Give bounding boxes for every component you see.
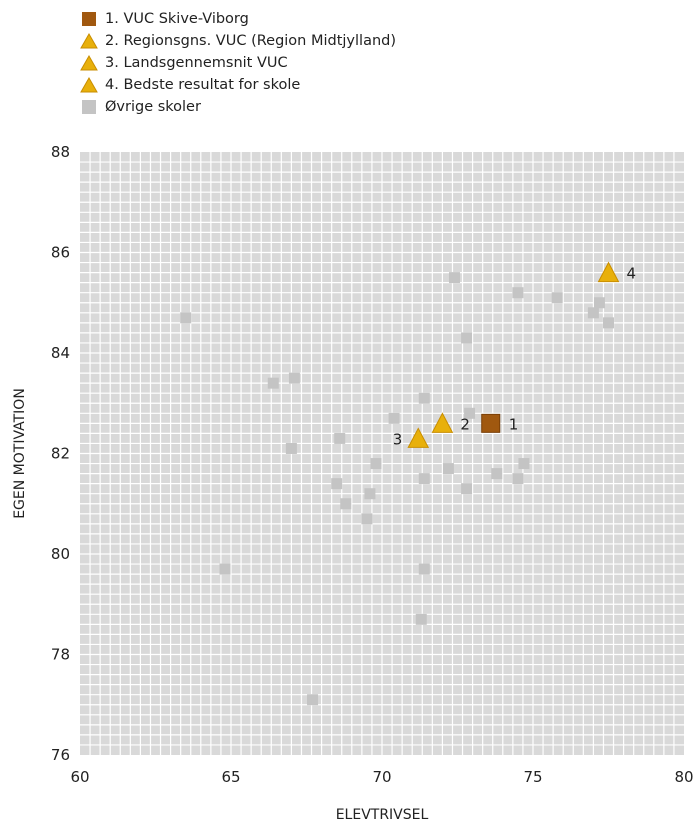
point-other-school	[593, 297, 605, 309]
axis-ticks: 60 65 70 75 80 76 78 80 82 84 86 88	[51, 143, 694, 786]
point-other-school	[288, 372, 300, 384]
legend-item: 2. Regionsgns. VUC (Region Midtjylland)	[80, 30, 396, 52]
x-tick-label: 80	[674, 768, 693, 786]
x-tick-label: 75	[523, 768, 542, 786]
grid	[80, 152, 684, 755]
legend-triangle-icon	[80, 76, 98, 93]
legend-label: 4. Bedste resultat for skole	[105, 77, 301, 93]
point-other-school	[461, 332, 473, 344]
point-triangle-4	[597, 261, 620, 283]
point-vuc-skive-viborg	[481, 413, 501, 433]
point-other-school	[512, 287, 524, 299]
legend-label: 3. Landsgennemsnit VUC	[105, 55, 288, 71]
point-other-school	[219, 563, 231, 575]
point-other-school	[180, 312, 192, 324]
legend-square-icon	[80, 99, 98, 115]
legend-triangle-icon	[80, 54, 98, 71]
legend-square-icon	[80, 11, 98, 27]
y-tick-label: 78	[51, 646, 70, 664]
point-other-school	[491, 468, 503, 480]
point-label-4: 4	[627, 265, 637, 283]
point-other-school	[331, 478, 343, 490]
point-other-school	[267, 377, 279, 389]
y-tick-label: 86	[51, 244, 70, 262]
point-other-school	[418, 563, 430, 575]
legend-label: 1. VUC Skive-Viborg	[105, 11, 249, 27]
point-other-school	[448, 272, 460, 284]
data-points	[180, 261, 620, 706]
y-tick-label: 84	[51, 344, 70, 362]
x-tick-label: 70	[372, 768, 391, 786]
y-tick-label: 76	[51, 746, 70, 764]
legend-label: Øvrige skoler	[105, 99, 201, 115]
legend-item: 1. VUC Skive-Viborg	[80, 8, 396, 30]
x-tick-label: 60	[70, 768, 89, 786]
point-label-1: 1	[509, 415, 519, 433]
y-axis-title: EGEN MOTIVATION	[12, 388, 28, 519]
point-other-school	[285, 442, 297, 454]
point-other-school	[334, 432, 346, 444]
point-other-school	[364, 488, 376, 500]
legend-label: 2. Regionsgns. VUC (Region Midtjylland)	[105, 33, 397, 49]
point-other-school	[461, 483, 473, 495]
legend-triangle-icon	[80, 32, 98, 49]
chart-legend: 1. VUC Skive-Viborg 2. Regionsgns. VUC (R…	[80, 8, 396, 118]
point-other-school	[361, 513, 373, 525]
point-other-school	[418, 473, 430, 485]
x-tick-label: 65	[221, 768, 240, 786]
point-label-2: 2	[460, 415, 470, 433]
point-triangle-3	[407, 427, 430, 448]
point-label-3: 3	[393, 430, 403, 448]
point-other-school	[603, 317, 614, 329]
point-other-school	[587, 307, 599, 319]
point-other-school	[518, 458, 530, 470]
point-other-school	[512, 473, 524, 485]
point-other-school	[551, 292, 563, 304]
point-other-school	[340, 498, 352, 510]
y-tick-label: 80	[51, 545, 70, 563]
point-other-school	[370, 458, 382, 470]
x-axis-title: ELEVTRIVSEL	[336, 807, 429, 823]
point-other-school	[418, 392, 430, 404]
point-labels: 1 2 3 4	[393, 265, 636, 449]
legend-item: 4. Bedste resultat for skole	[80, 74, 396, 96]
y-tick-label: 82	[51, 445, 70, 463]
point-other-school	[307, 694, 319, 706]
point-other-school	[415, 613, 427, 625]
legend-item: 3. Landsgennemsnit VUC	[80, 52, 396, 74]
legend-item: Øvrige skoler	[80, 96, 396, 118]
point-triangle-2	[431, 412, 454, 433]
y-tick-label: 88	[51, 143, 70, 161]
point-other-school	[464, 407, 476, 419]
point-other-school	[442, 463, 454, 475]
point-other-school	[388, 412, 400, 424]
